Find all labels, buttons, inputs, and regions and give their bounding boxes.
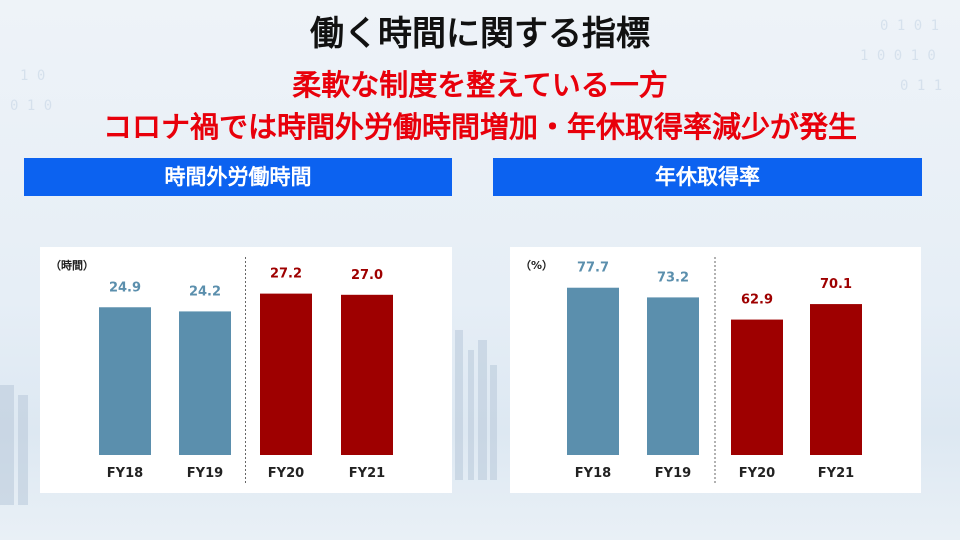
category-label-fy21: FY21: [349, 466, 385, 481]
bar-fy18: [567, 287, 619, 455]
bar-fy21: [341, 294, 393, 455]
svg-text:0 1 0: 0 1 0: [10, 98, 52, 114]
bar-fy19: [179, 311, 231, 455]
category-label-fy20: FY20: [268, 466, 304, 481]
category-label-fy19: FY19: [655, 466, 691, 481]
value-label-fy18: 24.9: [109, 280, 141, 295]
svg-text:1 0 0 1 0: 1 0 0 1 0: [860, 48, 936, 64]
overtime-chart-panel: （時間） 24.9 FY18 24.2 FY19 27.2 FY20 27.0 FY21: [40, 247, 452, 493]
subtitle-line-1: 柔軟な制度を整えている一方: [292, 68, 668, 102]
unit-label: （時間）: [50, 258, 94, 272]
overtime-chart: （時間） 24.9 FY18 24.2 FY19 27.2 FY20 27.0 FY21: [50, 257, 393, 485]
value-label-fy18: 77.7: [577, 261, 609, 276]
bar-fy20: [731, 319, 783, 455]
overtime-chart-banner: 時間外労働時間: [24, 158, 452, 196]
unit-label: （%）: [520, 259, 553, 272]
category-label-fy19: FY19: [187, 466, 223, 481]
value-label-fy19: 24.2: [189, 284, 221, 299]
category-label-fy21: FY21: [818, 466, 854, 481]
value-label-fy19: 73.2: [657, 270, 689, 285]
category-label-fy20: FY20: [739, 466, 775, 481]
svg-text:1 0: 1 0: [20, 68, 45, 84]
page-title: 働く時間に関する指標: [310, 14, 650, 54]
leave-rate-chart-panel: （%） 77.7 FY18 73.2 FY19 62.9 FY20 70.1 FY21: [510, 247, 921, 493]
value-label-fy20: 62.9: [741, 293, 773, 308]
bar-fy19: [647, 297, 699, 455]
bar-fy21: [810, 304, 862, 455]
category-label-fy18: FY18: [107, 466, 143, 481]
value-label-fy21: 27.0: [351, 268, 383, 283]
svg-text:0 1 0 1: 0 1 0 1: [880, 18, 939, 34]
leave-rate-chart: （%） 77.7 FY18 73.2 FY19 62.9 FY20 70.1 FY21: [520, 257, 862, 485]
category-label-fy18: FY18: [575, 466, 611, 481]
subtitle-line-2: コロナ禍では時間外労働時間増加・年休取得率減少が発生: [102, 110, 857, 144]
bar-fy20: [260, 293, 312, 455]
bar-fy18: [99, 307, 151, 455]
svg-text:0 1 1: 0 1 1: [900, 78, 942, 94]
value-label-fy21: 70.1: [820, 277, 852, 292]
value-label-fy20: 27.2: [270, 267, 302, 282]
leave-rate-chart-banner: 年休取得率: [493, 158, 922, 196]
